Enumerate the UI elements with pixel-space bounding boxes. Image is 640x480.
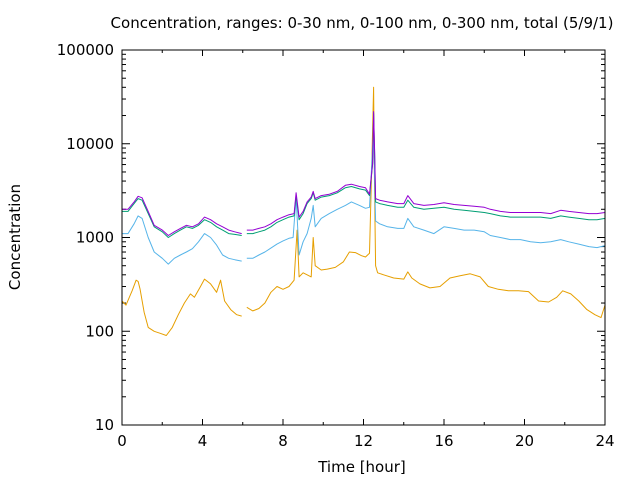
series-2-line-segment-0 <box>122 198 242 238</box>
y-tick-label: 10000 <box>66 135 114 153</box>
series-3-line-segment-0 <box>122 195 242 236</box>
x-tick-label: 16 <box>434 432 453 450</box>
x-tick-label: 0 <box>117 432 127 450</box>
chart-title: Concentration, ranges: 0-30 nm, 0-100 nm… <box>111 14 614 32</box>
series-3-line-segment-1 <box>246 111 606 231</box>
x-tick-label: 12 <box>354 432 373 450</box>
series-0-line-segment-1 <box>246 86 606 319</box>
x-axis-label: Time [hour] <box>317 458 406 476</box>
series-0-line-segment-0 <box>121 278 242 336</box>
y-tick-label: 100000 <box>57 41 114 59</box>
series-1-line-segment-0 <box>122 215 242 265</box>
x-tick-label: 20 <box>515 432 534 450</box>
series-1-line-segment-1 <box>246 121 606 259</box>
plot-frame <box>121 49 606 426</box>
axis-ticks: 0 4 8 12 16 20 24 10 100 1000 10000 100000 <box>57 41 615 450</box>
y-tick-label: 1000 <box>76 229 114 247</box>
y-tick-label: 10 <box>95 416 114 434</box>
series-layer <box>121 86 606 336</box>
x-tick-label: 24 <box>595 432 614 450</box>
x-tick-label: 8 <box>278 432 288 450</box>
y-tick-label: 100 <box>85 322 114 340</box>
x-tick-label: 4 <box>198 432 208 450</box>
y-axis-label: Concentration <box>6 184 24 290</box>
